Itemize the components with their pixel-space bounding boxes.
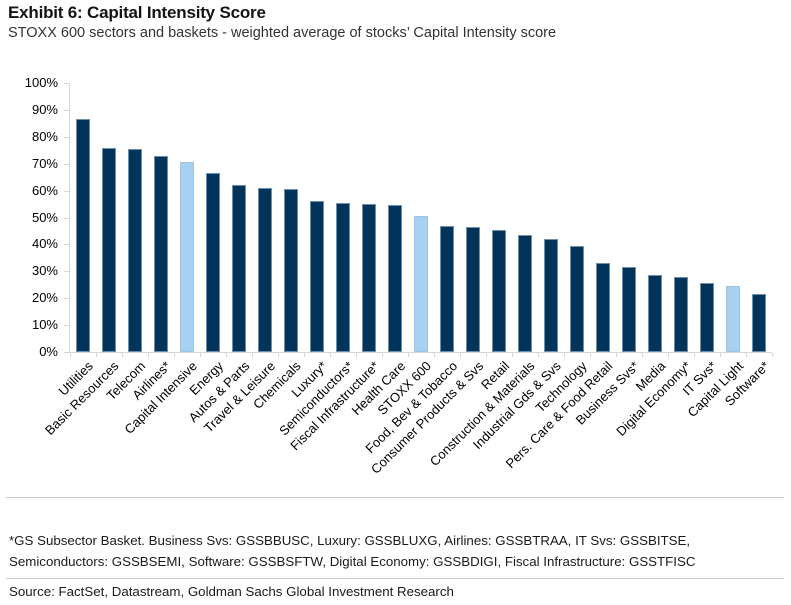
x-axis-tick bbox=[330, 353, 331, 357]
y-axis-label: 70% bbox=[31, 155, 58, 171]
x-axis-tick bbox=[304, 353, 305, 357]
y-axis-label: 30% bbox=[31, 263, 58, 279]
y-axis-label: 100% bbox=[24, 75, 58, 90]
x-axis-tick bbox=[564, 353, 565, 357]
divider-above-footnote bbox=[6, 497, 784, 498]
x-axis-tick bbox=[616, 353, 617, 357]
x-axis-tick bbox=[590, 353, 591, 357]
y-axis-label: 90% bbox=[31, 101, 58, 117]
y-axis-label: 20% bbox=[31, 290, 58, 306]
y-axis-label: 0% bbox=[39, 344, 58, 359]
bar-chemicals bbox=[284, 189, 298, 352]
bar-stoxx-600 bbox=[414, 216, 428, 352]
bar-business-svs bbox=[622, 267, 636, 352]
bar-capital-light bbox=[726, 286, 740, 352]
y-axis-tick bbox=[64, 325, 69, 327]
y-axis-tick bbox=[64, 163, 69, 165]
x-axis-tick bbox=[122, 353, 123, 357]
x-axis-tick bbox=[434, 353, 435, 357]
bar-it-svs bbox=[700, 283, 714, 352]
plot-area bbox=[64, 83, 773, 357]
bar-energy bbox=[206, 173, 220, 352]
x-axis-tick bbox=[746, 353, 747, 357]
bar-construction-materials bbox=[518, 235, 532, 352]
x-axis-tick bbox=[538, 353, 539, 357]
bar-luxury bbox=[310, 201, 324, 352]
x-axis-tick bbox=[512, 353, 513, 357]
x-axis-tick bbox=[382, 353, 383, 357]
bar-travel-leisure bbox=[258, 187, 272, 352]
y-axis-label: 60% bbox=[31, 182, 58, 198]
y-axis-tick bbox=[64, 83, 69, 84]
x-axis-tick bbox=[720, 353, 721, 357]
footnote: *GS Subsector Basket. Business Svs: GSSB… bbox=[9, 533, 696, 569]
y-axis-tick bbox=[64, 352, 69, 353]
y-axis-label: 10% bbox=[31, 317, 58, 333]
bar-software bbox=[752, 294, 766, 352]
y-axis-label: 40% bbox=[31, 236, 58, 252]
bar-utilities bbox=[76, 119, 90, 352]
bar-technology bbox=[570, 245, 584, 352]
bar-industrial-gds-svs bbox=[544, 239, 558, 352]
y-axis-tick bbox=[64, 217, 69, 219]
divider-above-source bbox=[6, 578, 784, 579]
x-axis-tick bbox=[694, 353, 695, 357]
x-axis-tick bbox=[486, 353, 487, 357]
source-line: Source: FactSet, Datastream, Goldman Sac… bbox=[9, 584, 454, 599]
x-axis-tick bbox=[772, 353, 773, 357]
bar-fiscal-infrastructure bbox=[362, 204, 376, 352]
bar-consumer-products-svs bbox=[466, 226, 480, 352]
y-axis-label: 80% bbox=[31, 128, 58, 144]
bar-semiconductors bbox=[336, 202, 350, 352]
y-axis-tick bbox=[64, 109, 69, 111]
x-axis-tick bbox=[278, 353, 279, 357]
y-axis-tick bbox=[64, 136, 69, 138]
y-axis-tick bbox=[64, 298, 69, 300]
capital-intensity-bar-chart: 100% 90% 80% 70% 60% 50% 40% 30% 20% 10% 0% Utiliti… bbox=[24, 75, 773, 477]
y-axis-tick bbox=[64, 271, 69, 273]
exhibit-subtitle: STOXX 600 sectors and baskets - weighted… bbox=[8, 25, 557, 41]
x-axis-tick bbox=[460, 353, 461, 357]
y-axis-tick bbox=[64, 244, 69, 246]
x-axis-tick bbox=[668, 353, 669, 357]
x-axis-tick bbox=[252, 353, 253, 357]
x-axis-tick bbox=[148, 353, 149, 357]
bar-autos-parts bbox=[232, 185, 246, 352]
bar-retail bbox=[492, 229, 506, 352]
x-axis-tick bbox=[96, 353, 97, 357]
x-axis-tick bbox=[408, 353, 409, 357]
x-axis-tick bbox=[200, 353, 201, 357]
y-axis-tick bbox=[64, 190, 69, 192]
bar-basic-resources bbox=[102, 147, 116, 352]
x-axis-tick bbox=[642, 353, 643, 357]
x-axis-tick bbox=[356, 353, 357, 357]
y-axis-label: 50% bbox=[31, 209, 58, 225]
bar-airlines bbox=[154, 155, 168, 352]
x-axis-tick bbox=[70, 353, 71, 357]
bar-capital-intensive bbox=[180, 162, 194, 352]
bar-telecom bbox=[128, 148, 142, 352]
exhibit-title: Exhibit 6: Capital Intensity Score bbox=[8, 3, 266, 22]
bar-health-care bbox=[388, 205, 402, 352]
x-axis-tick bbox=[174, 353, 175, 357]
bar-digital-economy bbox=[674, 276, 688, 352]
bar-food-bev-tobacco bbox=[440, 225, 454, 352]
bar-media bbox=[648, 275, 662, 352]
bar-pers-care-food-retail bbox=[596, 263, 610, 352]
x-axis-tick bbox=[226, 353, 227, 357]
